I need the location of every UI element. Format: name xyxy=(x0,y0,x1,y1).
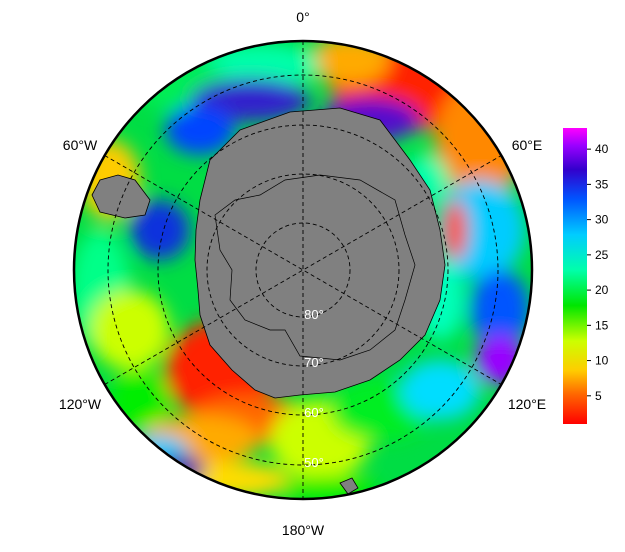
colorbar-tick-label: 30 xyxy=(595,213,609,227)
colorbar: 5 10 15 20 25 30 35 40 xyxy=(563,128,609,424)
antarctica-landmass xyxy=(194,107,446,399)
south-georgia-island xyxy=(339,477,359,495)
lon-label-120w: 120°W xyxy=(59,396,102,412)
lon-label-180w: 180°W xyxy=(282,522,325,538)
lat-label-50: 50° xyxy=(304,455,324,470)
map-boundary xyxy=(72,39,534,501)
colorbar-tick-label: 40 xyxy=(595,142,609,156)
antarctic-peninsula xyxy=(91,174,151,219)
colorbar-gradient xyxy=(563,128,587,424)
graticule xyxy=(104,41,502,499)
antarctica-coastline-inner xyxy=(214,174,416,361)
lat-label-70: 70° xyxy=(304,355,324,370)
lon-label-60e: 60°E xyxy=(512,137,543,153)
colorbar-tick-label: 5 xyxy=(595,389,602,403)
colorbar-tick-label: 25 xyxy=(595,248,609,262)
lat-label-60: 60° xyxy=(304,405,324,420)
lat-label-80: 80° xyxy=(304,307,324,322)
lon-label-0: 0° xyxy=(296,9,309,25)
colorbar-tick-label: 20 xyxy=(595,283,609,297)
colorbar-tick-label: 35 xyxy=(595,177,609,191)
lon-label-120e: 120°E xyxy=(508,396,546,412)
colorbar-tick-label: 15 xyxy=(595,318,609,332)
colorbar-tick-label: 10 xyxy=(595,354,609,368)
lon-label-60w: 60°W xyxy=(63,137,98,153)
